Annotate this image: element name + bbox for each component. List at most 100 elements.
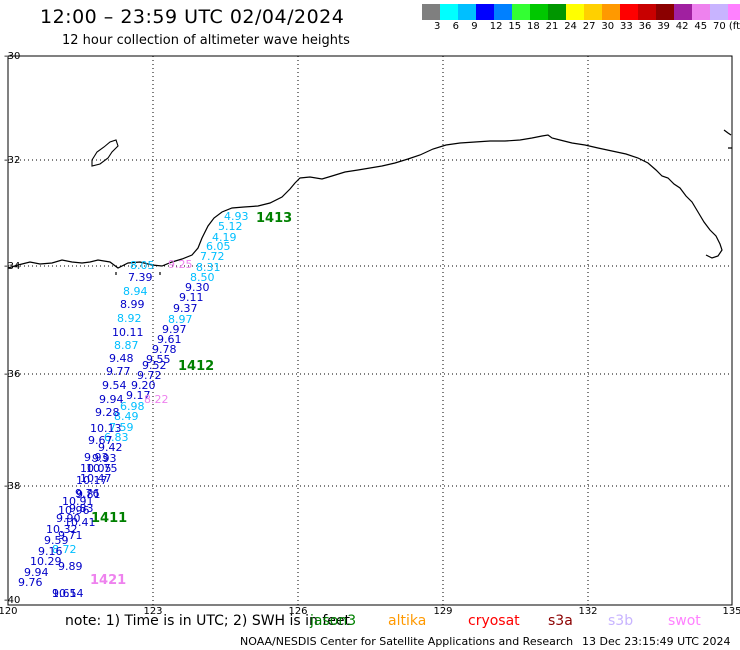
y-tick-label: -36 [4, 369, 20, 380]
observation-value: 9.30 [185, 281, 210, 294]
color-swatch [620, 4, 638, 20]
observation-value: 9.83 [69, 502, 94, 515]
color-scale-label: 45 [694, 21, 708, 32]
y-axis-ticks: -30-32-34-36-38-40 [4, 51, 20, 606]
color-swatch [494, 4, 512, 20]
color-scale-label: 3 [434, 21, 441, 32]
color-swatch [458, 4, 476, 20]
observation-value: 9.81 [76, 488, 101, 501]
map-title: 12:00 – 23:59 UTC 02/04/2024 [40, 6, 345, 28]
observation-value: 10.11 [112, 326, 144, 339]
color-swatch [440, 4, 458, 20]
observation-value: 9.54 [102, 379, 127, 392]
observation-value: 10.47 [80, 472, 112, 485]
y-tick-label: -40 [4, 595, 20, 606]
x-tick-label: 126 [288, 606, 307, 617]
observation-value: 9.20 [131, 379, 156, 392]
coastline-fragment [723, 129, 732, 149]
color-swatch [476, 4, 494, 20]
track-id-label: 1413 [256, 211, 292, 226]
satellite-legend-item: altika [388, 613, 427, 629]
observation-value: 8.31 [196, 261, 221, 274]
observation-value: 8.50 [190, 271, 215, 284]
observation-value: 6.05 [206, 240, 231, 253]
color-swatch [512, 4, 530, 20]
y-tick-label: -30 [4, 51, 20, 62]
observation-value: 5.12 [218, 220, 243, 233]
footer-credit: NOAA/NESDIS Center for Satellite Applica… [240, 635, 574, 648]
observation-value: 9.89 [58, 560, 83, 573]
observation-value: 8.49 [114, 410, 139, 423]
map-frame [7, 55, 733, 606]
observation-value: 10.17 [76, 474, 108, 487]
observation-value: 4.19 [212, 231, 237, 244]
color-scale-label: 21 [545, 21, 559, 32]
coast-marks [115, 272, 161, 275]
observation-value: 9.61 [157, 333, 182, 346]
observation-value: 10.96 [58, 504, 90, 517]
observation-labels: 4.935.124.196.057.728.318.509.309.119.37… [18, 210, 249, 600]
gridlines [8, 56, 732, 605]
note-text: note: 1) Time is in UTC; 2) SWH is in fe… [65, 613, 351, 629]
observation-value: 8.87 [114, 339, 139, 352]
x-tick-label: 123 [143, 606, 162, 617]
observation-value: 9.16 [38, 545, 63, 558]
satellite-legend-item: swot [668, 613, 701, 629]
observation-value: 4.93 [224, 210, 249, 223]
satellite-legend-item: s3a [548, 613, 573, 629]
observation-value: 9.52 [142, 359, 167, 372]
observation-value: 9.11 [179, 291, 204, 304]
observation-value: 7.39 [128, 271, 153, 284]
color-scale-label: 33 [620, 21, 633, 32]
observation-value: 9.71 [58, 529, 83, 542]
observation-value: 9.93 [84, 451, 109, 464]
coastline [7, 134, 723, 269]
observation-value: 9.94 [24, 566, 49, 579]
color-swatch [566, 4, 584, 20]
color-swatch [548, 4, 566, 20]
color-scale-label: 18 [527, 21, 540, 32]
satellite-legend-item: cryosat [468, 613, 520, 629]
island [91, 139, 119, 167]
observation-value: 9.28 [95, 406, 120, 419]
observation-value: 8.72 [52, 543, 77, 556]
observation-value: 7.59 [109, 421, 134, 434]
color-swatch [674, 4, 692, 20]
observation-value: 8.22 [144, 393, 169, 406]
observation-value: 10.75 [86, 462, 118, 475]
color-scale-legend [422, 4, 740, 20]
color-swatch [656, 4, 674, 20]
observation-value: 9.93 [92, 452, 117, 465]
observation-value: 8.99 [120, 298, 145, 311]
footer-timestamp: 13 Dec 23:15:49 UTC 2024 [582, 635, 731, 648]
color-scale-label: 27 [582, 21, 596, 32]
observation-value: 8.92 [117, 312, 142, 325]
observation-value: 9.37 [173, 302, 198, 315]
color-scale-label: 70 (ft) [713, 21, 740, 32]
color-swatch [530, 4, 548, 20]
observation-value: 8.05 [130, 259, 155, 272]
color-scale-label: 42 [675, 21, 689, 32]
y-tick-label: -38 [4, 481, 20, 492]
observation-value: 9.17 [126, 389, 151, 402]
color-scale-label: 30 [601, 21, 615, 32]
color-scale-label: 15 [508, 21, 522, 32]
observation-value: 10.14 [52, 587, 84, 600]
observation-value: 9.78 [152, 343, 177, 356]
satellite-legend-item: s3b [608, 613, 634, 629]
observation-value: 10.13 [90, 422, 122, 435]
track-id-label: 1412 [178, 359, 214, 374]
observation-value: 9.48 [109, 352, 134, 365]
observation-value: 10.41 [64, 516, 96, 529]
x-axis-ticks: 120 123 126 129 132 135 [0, 606, 740, 617]
observation-value: 9.42 [98, 441, 123, 454]
color-swatch [584, 4, 602, 20]
observation-value: 8.97 [168, 313, 193, 326]
observation-value: 7.72 [200, 250, 225, 263]
color-scale-label: 24 [564, 21, 577, 32]
color-swatch [710, 4, 728, 20]
observation-value: 9.77 [106, 365, 131, 378]
observation-value: 6.83 [104, 431, 129, 444]
color-scale-label: 6 [452, 21, 459, 32]
